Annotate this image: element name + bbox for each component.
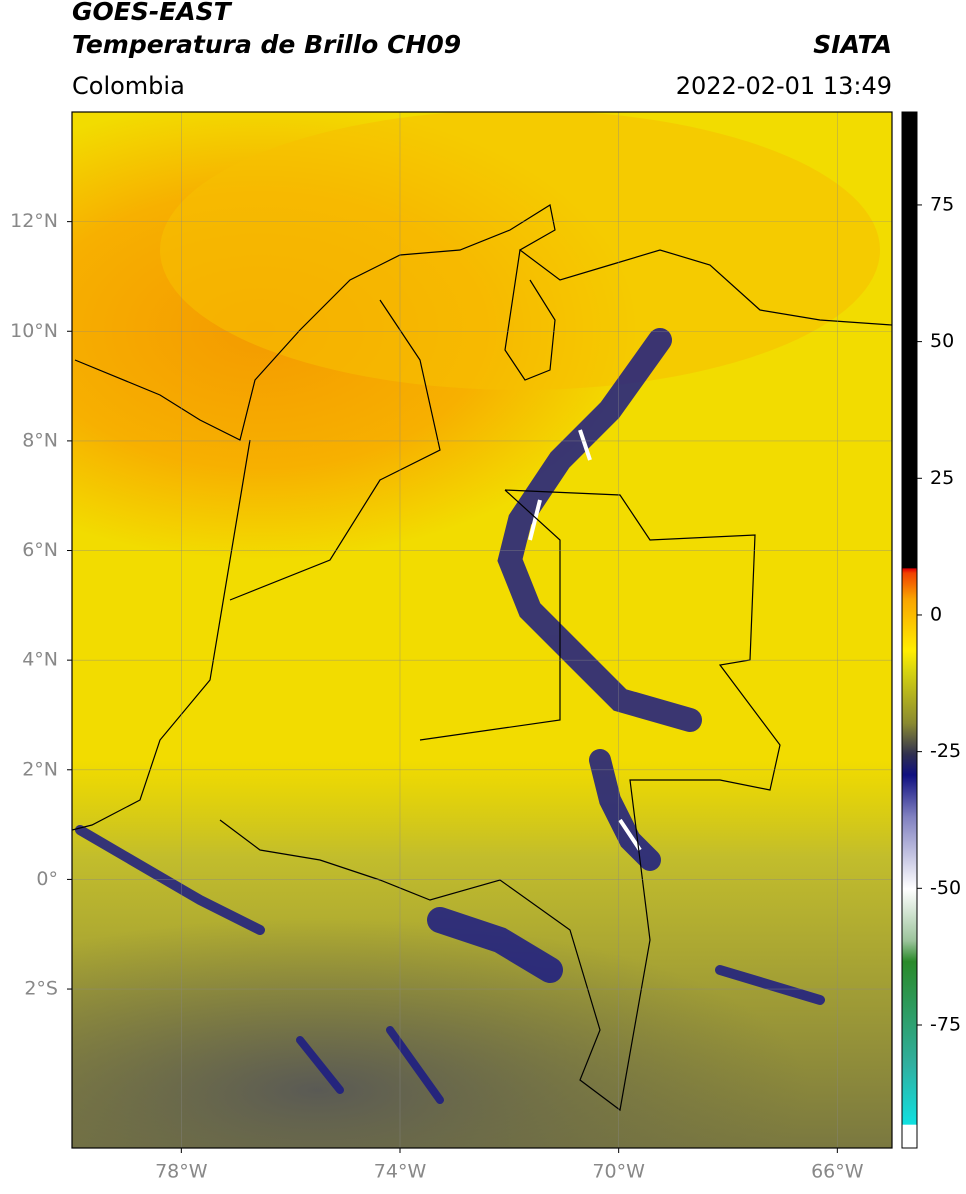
colorbar-tick-label: -75 [930, 1013, 961, 1035]
lon-tick-label: 74°W [374, 1161, 427, 1183]
lat-tick-label: 6°N [22, 539, 58, 561]
lat-tick-label: 12°N [10, 210, 58, 232]
lon-tick-label: 66°W [811, 1161, 864, 1183]
colorbar-tick-label: 25 [930, 467, 954, 489]
lat-tick-label: 10°N [10, 320, 58, 342]
region: Colombia [72, 72, 185, 100]
title: GOES-EAST [72, 0, 233, 26]
colorbar-tick-label: -25 [930, 740, 961, 762]
lat-tick-label: 2°S [24, 978, 58, 1000]
colorbar-tick-label: 0 [930, 603, 942, 625]
colorbar-tick-label: -50 [930, 877, 961, 899]
colorbar-tick-label: 50 [930, 330, 954, 352]
map-frame [71, 111, 893, 1149]
lat-tick-label: 2°N [22, 758, 58, 780]
subtitle: Temperatura de Brillo CH09 [72, 30, 461, 59]
lon-tick-label: 78°W [155, 1161, 208, 1183]
datetime: 2022-02-01 13:49 [676, 72, 892, 100]
source: SIATA [813, 30, 892, 59]
lat-tick-label: 4°N [22, 649, 58, 671]
lat-tick-label: 0° [36, 868, 58, 890]
lat-tick-label: 8°N [22, 429, 58, 451]
colorbar [901, 111, 918, 1149]
lon-tick-label: 70°W [592, 1161, 645, 1183]
colorbar-tick-label: 75 [930, 193, 954, 215]
satellite-image [72, 112, 892, 1148]
grid [72, 112, 892, 1148]
